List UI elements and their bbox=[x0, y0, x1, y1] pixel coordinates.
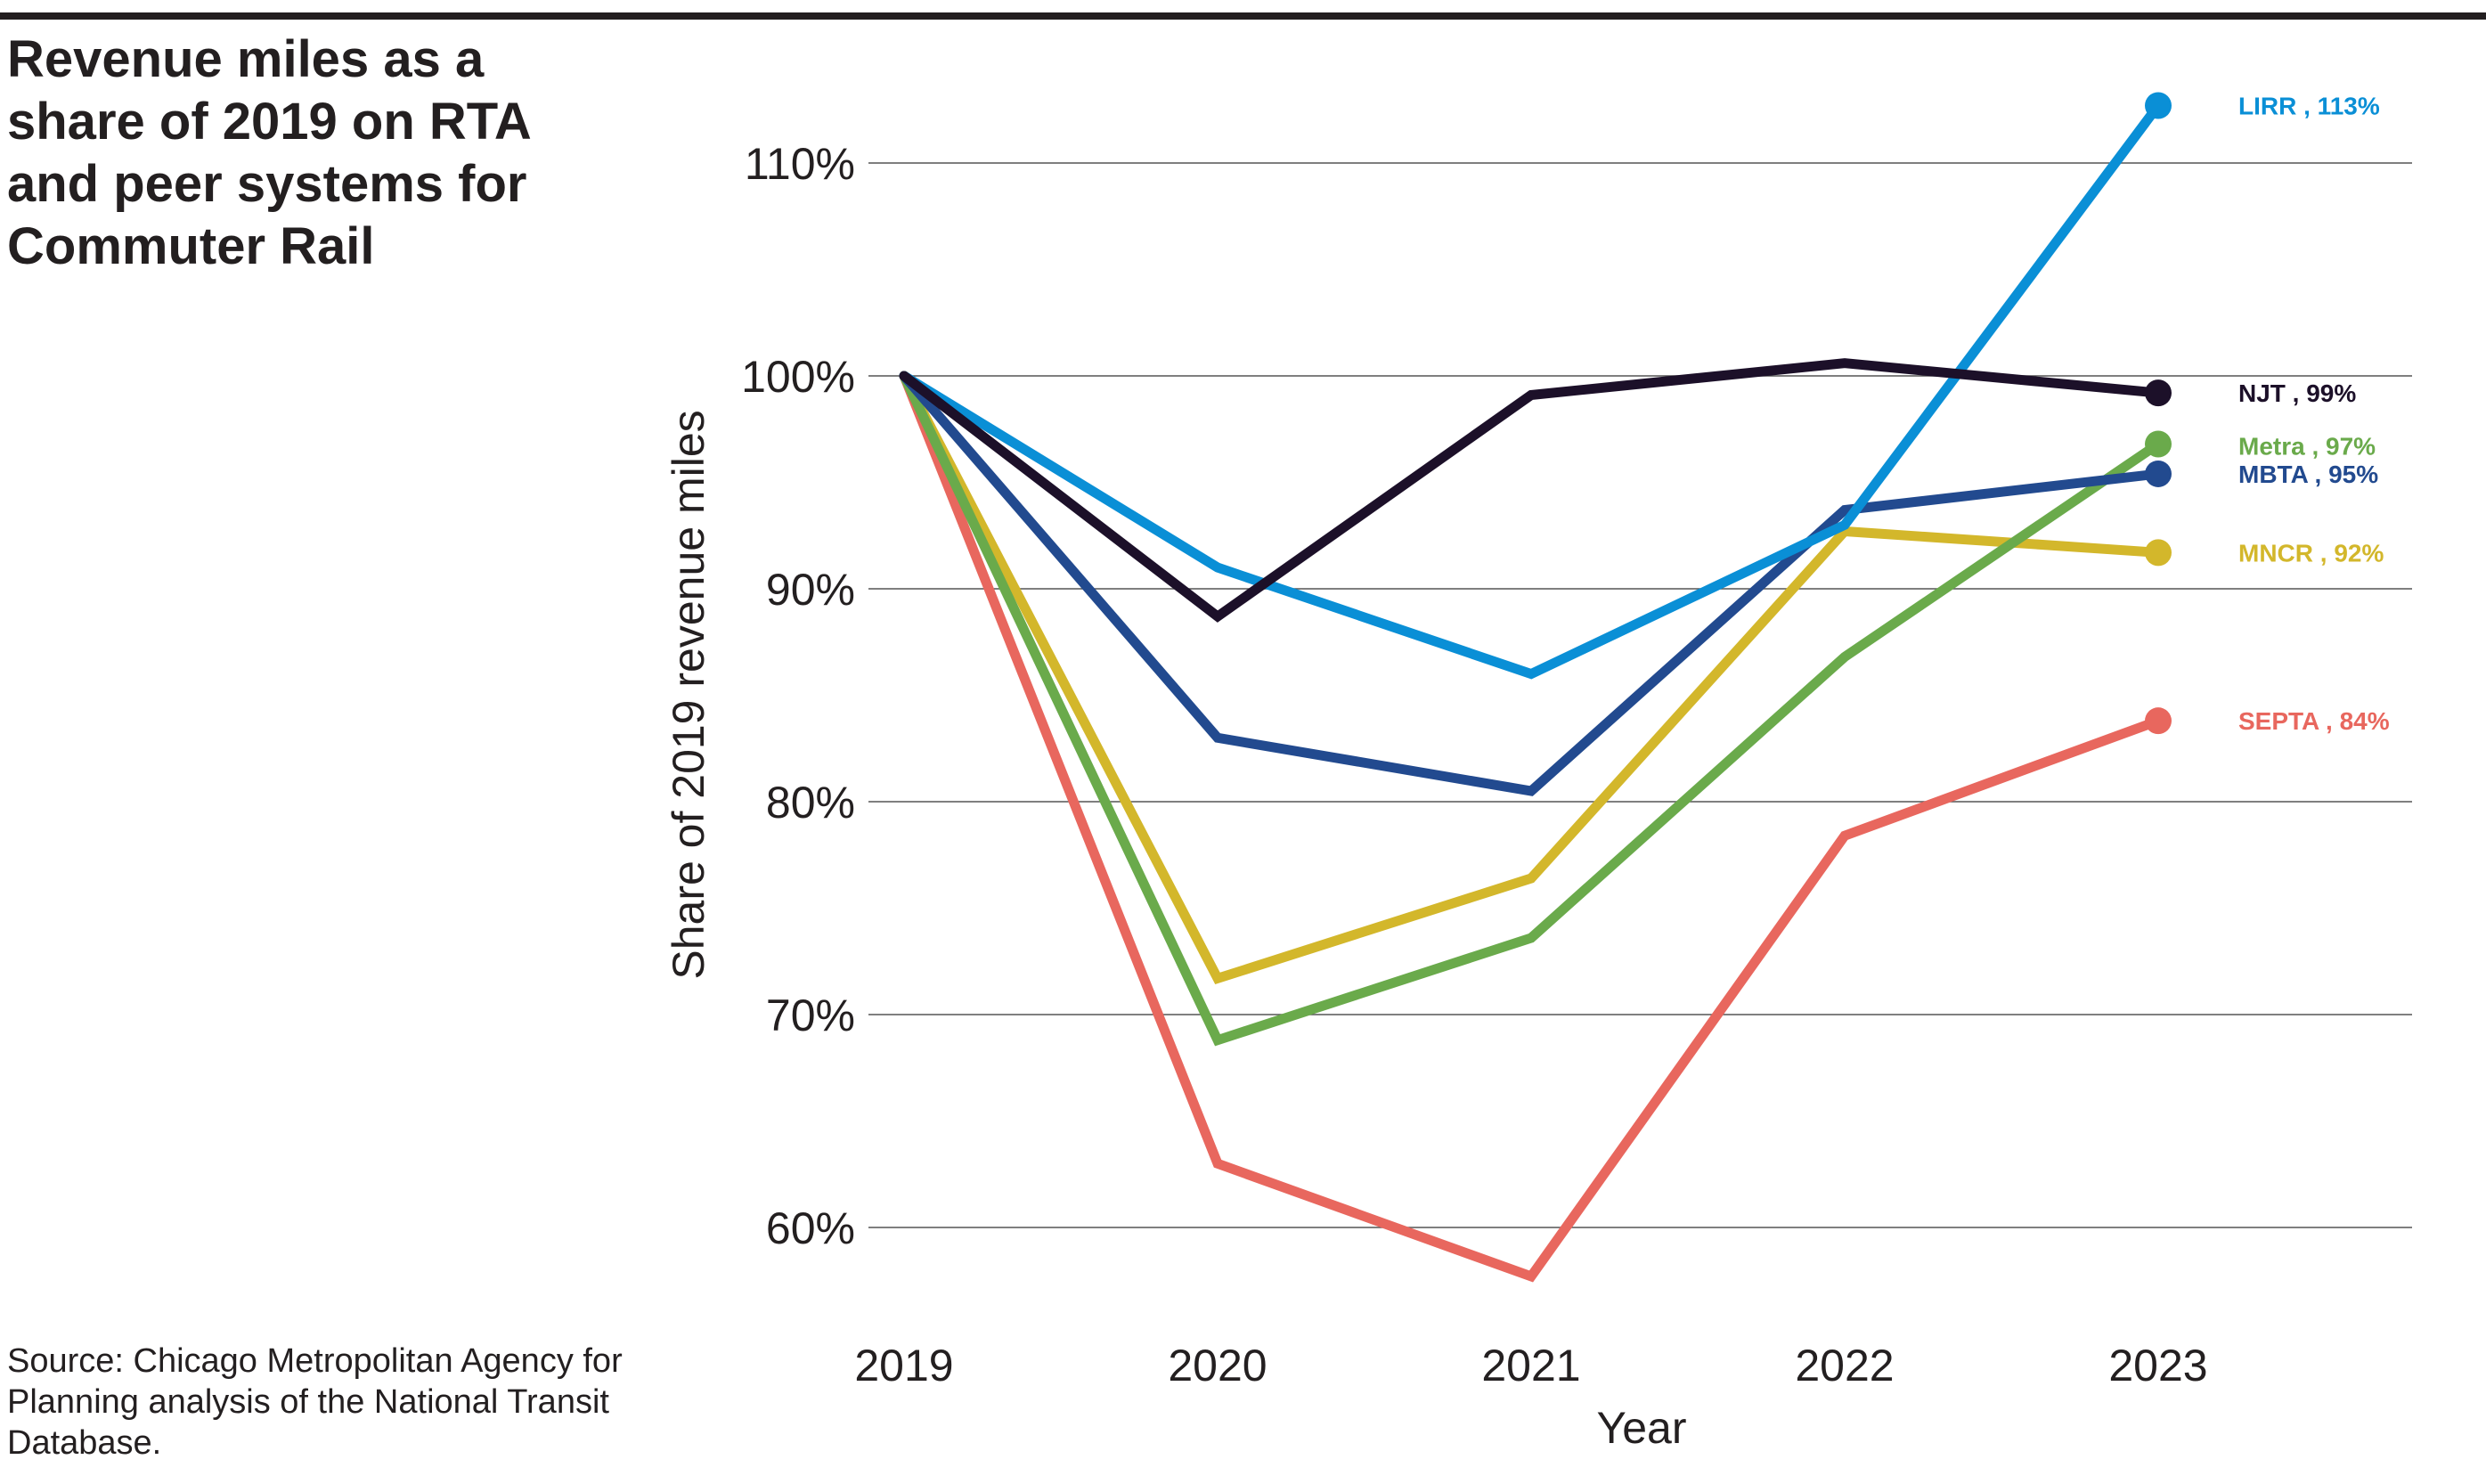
chart-title: Revenue miles as a share of 2019 on RTA … bbox=[7, 30, 530, 275]
end-point-njt bbox=[2145, 379, 2172, 407]
x-tick-label-2019: 2019 bbox=[854, 1341, 953, 1390]
y-tick-label-80: 80% bbox=[766, 778, 855, 828]
y-axis-ticks: 60% 70% 80% 90% 100% 110% bbox=[741, 139, 855, 1253]
series-lines bbox=[899, 100, 2164, 1283]
y-tick-label-110: 110% bbox=[745, 139, 855, 189]
y-tick-label-100: 100% bbox=[741, 352, 855, 402]
top-rule bbox=[0, 12, 2486, 20]
series-line-mbta bbox=[899, 371, 2164, 796]
x-tick-label-2020: 2020 bbox=[1168, 1341, 1267, 1390]
series-line-lirr bbox=[899, 100, 2164, 680]
x-tick-label-2023: 2023 bbox=[2108, 1341, 2207, 1390]
x-axis-title: Year bbox=[1596, 1403, 1686, 1453]
end-label-njt: NJT , 99% bbox=[2238, 379, 2356, 407]
series-line-njt bbox=[899, 358, 2164, 623]
end-points bbox=[2145, 92, 2172, 735]
end-label-metra: Metra , 97% bbox=[2238, 432, 2376, 460]
end-label-septa: SEPTA , 84% bbox=[2238, 707, 2390, 735]
end-point-mncr bbox=[2145, 539, 2172, 567]
y-tick-label-70: 70% bbox=[766, 991, 855, 1040]
end-labels: LIRR , 113% NJT , 99% Metra , 97%MBTA , 95… bbox=[2238, 92, 2390, 735]
gridlines bbox=[868, 162, 2412, 1228]
y-tick-label-60: 60% bbox=[766, 1203, 855, 1253]
y-tick-label-90: 90% bbox=[766, 565, 855, 615]
end-point-lirr bbox=[2145, 92, 2172, 119]
x-tick-label-2022: 2022 bbox=[1795, 1341, 1894, 1390]
x-axis-ticks: 2019 2020 2021 2022 2023 bbox=[854, 1341, 2207, 1390]
end-point-mbta bbox=[2145, 460, 2172, 487]
series-line-metra bbox=[899, 371, 2164, 1047]
end-point-metra bbox=[2145, 430, 2172, 458]
y-axis-title: Share of 2019 revenue miles bbox=[664, 410, 713, 979]
end-point-septa bbox=[2145, 707, 2172, 735]
end-label-lirr: LIRR , 113% bbox=[2238, 92, 2380, 119]
end-label-mbta: MBTA , 95% bbox=[2238, 461, 2378, 488]
series-line-septa bbox=[899, 371, 2164, 1283]
source-note: Source: Chicago Metropolitan Agency for … bbox=[7, 1342, 623, 1462]
end-label-mncr: MNCR , 92% bbox=[2238, 539, 2384, 567]
x-tick-label-2021: 2021 bbox=[1481, 1341, 1580, 1390]
series-line-mncr bbox=[899, 371, 2164, 985]
